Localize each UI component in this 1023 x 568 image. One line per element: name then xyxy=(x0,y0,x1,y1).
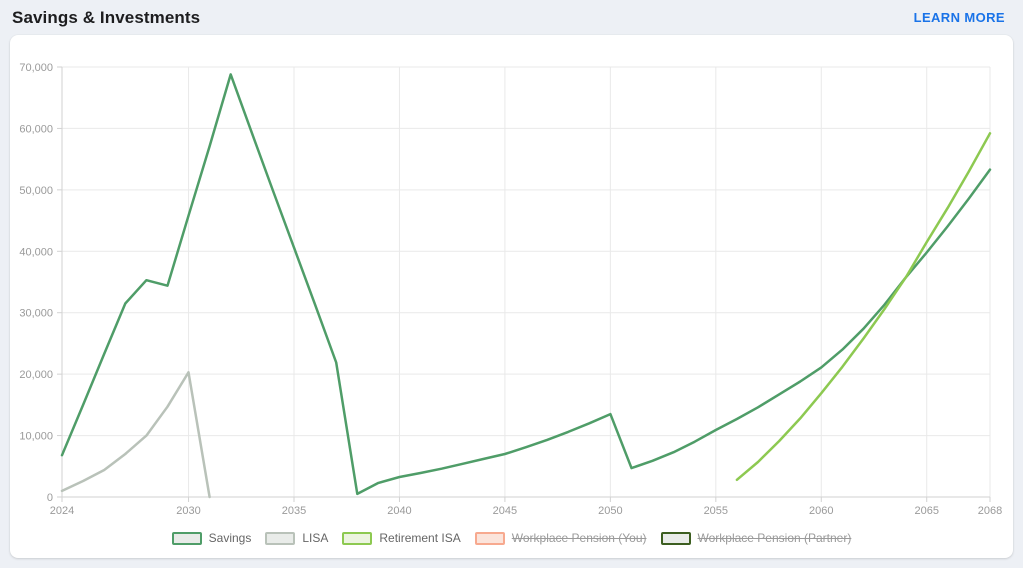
x-tick-label: 2035 xyxy=(282,505,306,517)
legend-label: Savings xyxy=(208,531,252,545)
x-tick-label: 2050 xyxy=(598,505,622,517)
legend-item-lisa[interactable]: LISA xyxy=(265,531,328,545)
y-tick-label: 30,000 xyxy=(19,308,53,320)
y-tick-label: 40,000 xyxy=(19,246,53,258)
legend-item-workplace-pension-partner-[interactable]: Workplace Pension (Partner) xyxy=(660,531,852,545)
x-tick-label: 2024 xyxy=(50,505,74,517)
y-tick-label: 10,000 xyxy=(19,431,53,443)
legend-swatch xyxy=(660,531,691,545)
x-tick-label: 2045 xyxy=(493,505,517,517)
legend-item-savings[interactable]: Savings xyxy=(171,531,252,545)
x-tick-label: 2030 xyxy=(176,505,200,517)
x-tick-label: 2065 xyxy=(914,505,938,517)
chart-card: 0 10,000 20,000 30,000 40,000 50,000 60,000 70,… xyxy=(10,35,1013,558)
page-title: Savings & Investments xyxy=(12,7,201,27)
x-tick-label: 2040 xyxy=(387,505,411,517)
x-tick-label: 2060 xyxy=(809,505,833,517)
y-tick-label: 0 xyxy=(47,492,53,504)
legend-swatch xyxy=(171,531,202,545)
legend-swatch xyxy=(474,531,505,545)
legend-item-workplace-pension-you-[interactable]: Workplace Pension (You) xyxy=(474,531,647,545)
legend-item-retirement-isa[interactable]: Retirement ISA xyxy=(342,531,461,545)
chart-legend: Savings LISA Retirement ISA Workplace Pensi… xyxy=(10,526,1013,550)
page-header: Savings & Investments LEARN MORE xyxy=(0,0,1023,35)
legend-swatch xyxy=(265,531,296,545)
legend-label: Retirement ISA xyxy=(379,531,461,545)
series-line-retirement-isa xyxy=(735,132,992,482)
y-tick-label: 50,000 xyxy=(19,185,53,197)
legend-swatch xyxy=(342,531,373,545)
y-tick-label: 20,000 xyxy=(19,369,53,381)
legend-label: Workplace Pension (You) xyxy=(511,531,647,545)
savings-investments-chart: 0 10,000 20,000 30,000 40,000 50,000 60,000 70,… xyxy=(10,35,1013,526)
y-tick-label: 60,000 xyxy=(19,123,53,135)
x-tick-label: 2068 xyxy=(978,505,1002,517)
x-tick-label: 2055 xyxy=(704,505,728,517)
chart-canvas: 0 10,000 20,000 30,000 40,000 50,000 60,000 70,… xyxy=(19,62,1002,517)
series-line-savings xyxy=(60,73,992,496)
learn-more-link[interactable]: LEARN MORE xyxy=(913,10,1005,25)
legend-label: Workplace Pension (Partner) xyxy=(697,531,852,545)
legend-label: LISA xyxy=(302,531,329,545)
series-line-lisa xyxy=(60,371,211,499)
y-tick-label: 70,000 xyxy=(19,62,53,74)
